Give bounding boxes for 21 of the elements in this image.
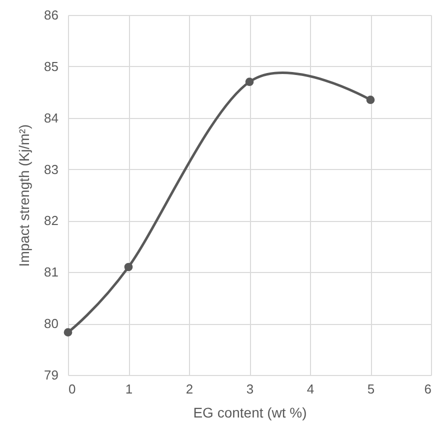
y-tick-label: 86 — [44, 8, 58, 22]
y-tick-label: 81 — [44, 264, 58, 280]
y-tick-label: 84 — [44, 110, 58, 126]
x-axis-title: EG content (wt %) — [193, 404, 307, 420]
x-tick-label: 6 — [424, 382, 432, 396]
point — [64, 328, 72, 336]
x-tick-label: 4 — [306, 382, 314, 396]
x-tick-label: 5 — [367, 382, 375, 396]
y-tick-label: 85 — [44, 58, 58, 74]
point — [245, 78, 254, 86]
x-tick-label: 3 — [246, 382, 254, 396]
y-tick-label: 79 — [44, 368, 58, 382]
y-tick-label: 80 — [44, 316, 58, 332]
x-tick-label: 0 — [68, 382, 76, 396]
point — [366, 96, 375, 104]
y-tick-label: 82 — [44, 213, 58, 228]
x-tick-label: 1 — [125, 382, 133, 396]
y-axis-title: Impact strength (Kj/m²) — [16, 124, 32, 267]
y-tick-label: 83 — [44, 162, 58, 177]
point — [124, 262, 133, 272]
x-tick-label: 2 — [186, 382, 194, 396]
